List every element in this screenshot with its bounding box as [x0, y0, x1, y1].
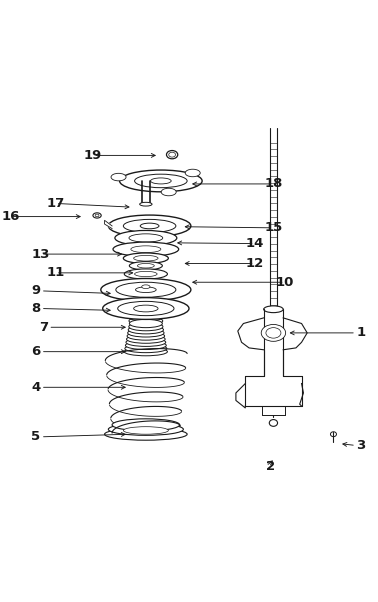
Ellipse shape — [128, 329, 164, 337]
Text: 8: 8 — [31, 302, 41, 315]
Ellipse shape — [138, 264, 154, 268]
Ellipse shape — [129, 320, 163, 327]
Ellipse shape — [93, 213, 101, 218]
Text: 19: 19 — [84, 149, 102, 162]
Ellipse shape — [134, 255, 158, 261]
Ellipse shape — [129, 323, 163, 330]
Ellipse shape — [124, 269, 167, 279]
Ellipse shape — [125, 344, 167, 353]
Ellipse shape — [266, 327, 281, 338]
Ellipse shape — [129, 317, 163, 325]
Text: 13: 13 — [31, 247, 50, 261]
Ellipse shape — [115, 231, 177, 246]
Text: 1: 1 — [356, 326, 366, 340]
Text: 11: 11 — [46, 266, 65, 279]
Ellipse shape — [150, 178, 171, 184]
Ellipse shape — [112, 419, 180, 431]
Ellipse shape — [129, 309, 163, 317]
Text: 15: 15 — [265, 222, 283, 234]
Text: 5: 5 — [31, 430, 40, 443]
Ellipse shape — [166, 150, 178, 159]
Ellipse shape — [127, 335, 165, 343]
Ellipse shape — [131, 246, 161, 253]
Ellipse shape — [139, 202, 152, 206]
Ellipse shape — [108, 215, 191, 237]
Ellipse shape — [161, 188, 176, 196]
Ellipse shape — [134, 305, 158, 312]
Ellipse shape — [142, 285, 150, 288]
Ellipse shape — [127, 332, 164, 340]
Polygon shape — [105, 220, 112, 229]
Ellipse shape — [123, 219, 176, 232]
Text: 7: 7 — [39, 321, 48, 334]
Ellipse shape — [111, 173, 126, 181]
Ellipse shape — [269, 420, 277, 426]
Ellipse shape — [103, 297, 189, 320]
Text: 14: 14 — [246, 237, 264, 250]
Ellipse shape — [126, 338, 166, 346]
Text: 17: 17 — [46, 197, 65, 210]
Ellipse shape — [116, 282, 176, 297]
Text: 3: 3 — [356, 439, 366, 452]
Ellipse shape — [101, 279, 191, 301]
Ellipse shape — [129, 262, 163, 270]
Text: 16: 16 — [2, 210, 20, 223]
Ellipse shape — [136, 287, 156, 293]
Ellipse shape — [123, 427, 168, 434]
Ellipse shape — [135, 272, 157, 276]
Text: 2: 2 — [266, 459, 275, 473]
Ellipse shape — [113, 242, 179, 256]
Ellipse shape — [118, 302, 174, 315]
Ellipse shape — [185, 169, 200, 177]
Ellipse shape — [123, 253, 168, 264]
Ellipse shape — [119, 170, 202, 192]
Ellipse shape — [264, 306, 283, 312]
Ellipse shape — [169, 152, 175, 157]
Ellipse shape — [124, 347, 167, 356]
Ellipse shape — [129, 313, 163, 321]
Ellipse shape — [140, 223, 159, 229]
Text: 18: 18 — [265, 178, 283, 190]
Text: 9: 9 — [31, 284, 40, 297]
Ellipse shape — [128, 326, 163, 334]
Ellipse shape — [125, 341, 166, 350]
Ellipse shape — [129, 234, 163, 242]
Ellipse shape — [105, 428, 187, 440]
Ellipse shape — [108, 423, 183, 435]
Text: 10: 10 — [276, 276, 294, 289]
Text: 12: 12 — [246, 257, 264, 270]
Text: 4: 4 — [31, 381, 41, 394]
Ellipse shape — [330, 432, 336, 436]
Text: 6: 6 — [31, 345, 41, 358]
Ellipse shape — [95, 214, 99, 217]
Ellipse shape — [135, 174, 187, 188]
Ellipse shape — [261, 324, 286, 341]
